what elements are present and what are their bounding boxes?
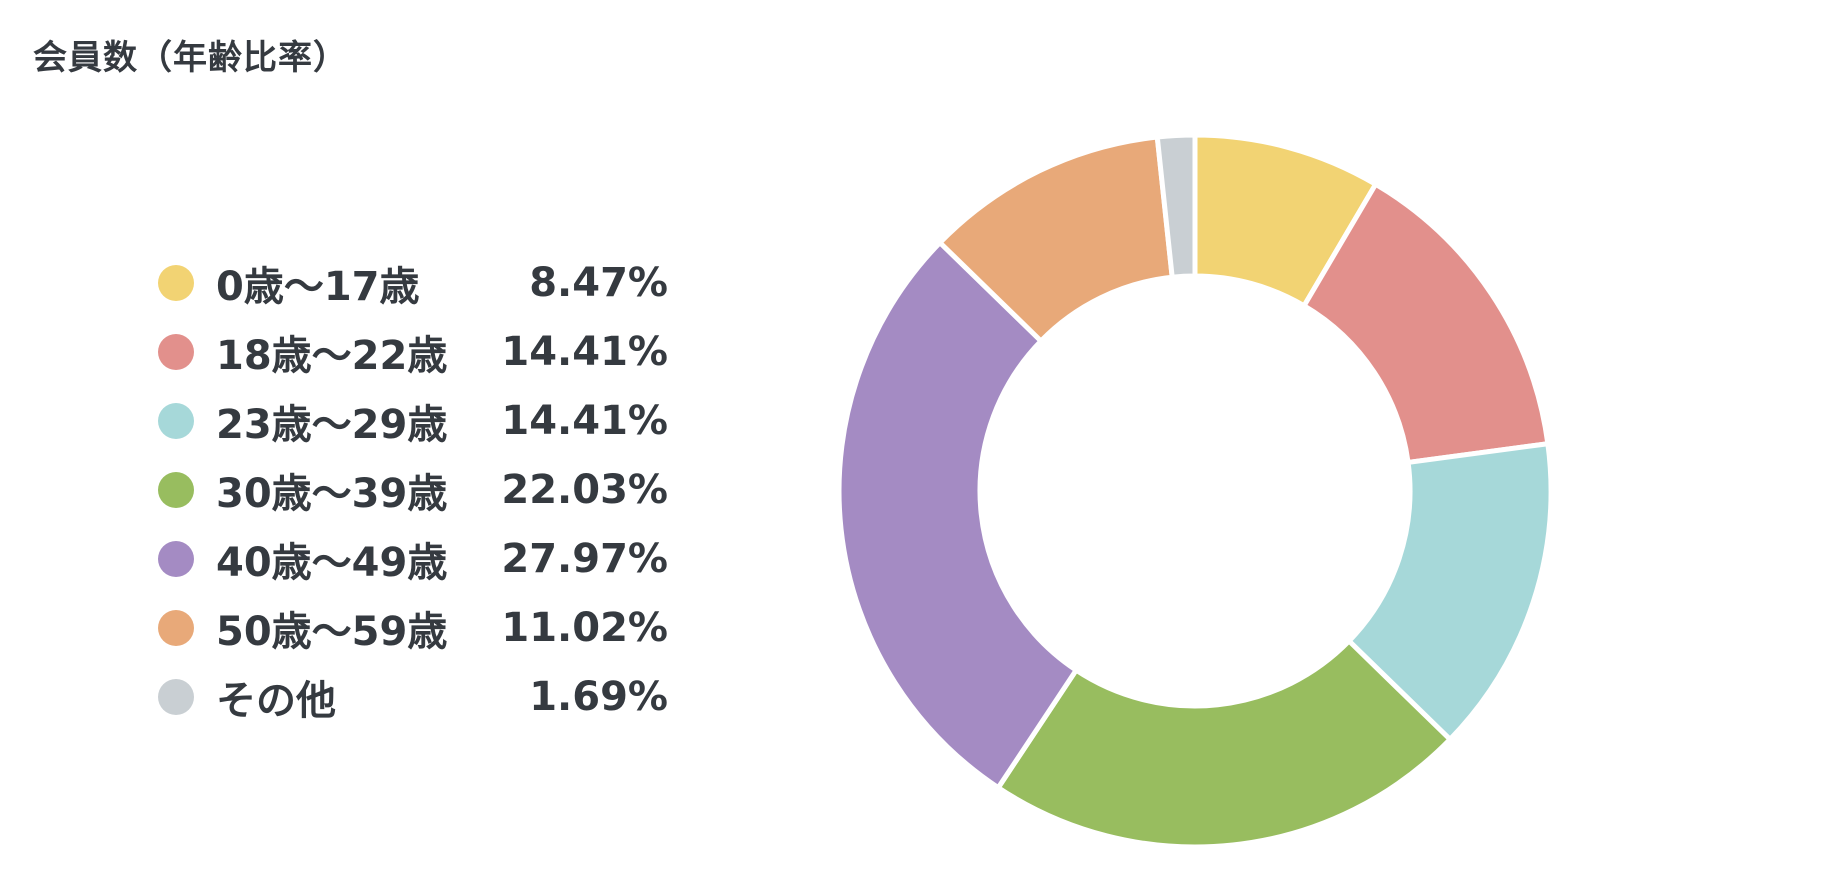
donut-slice (1301, 181, 1551, 465)
legend-value: 8.47% (529, 259, 668, 306)
chart-title: 会員数（年齢比率） (33, 38, 348, 78)
legend-label: 0歳〜17歳 (216, 263, 420, 310)
legend-value: 22.03% (501, 466, 668, 513)
legend-label: その他 (216, 677, 336, 724)
legend-item: 40歳〜49歳 27.97% (158, 524, 668, 593)
legend-item: 30歳〜39歳 22.03% (158, 455, 668, 524)
legend-color-dot (158, 471, 194, 508)
donut-slice (995, 638, 1453, 849)
donut-chart-svg (837, 133, 1553, 849)
legend-color-dot (158, 264, 194, 301)
donut-chart (837, 133, 1553, 849)
legend-color-dot (158, 678, 194, 715)
legend-color-dot (158, 333, 194, 370)
donut-slice (837, 240, 1079, 791)
legend-label: 40歳〜49歳 (216, 539, 448, 586)
legend-value: 1.69% (529, 673, 668, 720)
legend-item: 0歳〜17歳 8.47% (158, 248, 668, 317)
legend-value: 14.41% (501, 397, 668, 444)
legend-item: 23歳〜29歳 14.41% (158, 386, 668, 455)
donut-slice (1346, 441, 1553, 742)
legend-label: 23歳〜29歳 (216, 401, 448, 448)
chart-legend: 0歳〜17歳 8.47% 18歳〜22歳 14.41% 23歳〜29歳 14.4… (158, 248, 668, 731)
legend-item: 50歳〜59歳 11.02% (158, 593, 668, 662)
legend-item: 18歳〜22歳 14.41% (158, 317, 668, 386)
legend-color-dot (158, 540, 194, 577)
legend-label: 30歳〜39歳 (216, 470, 448, 517)
legend-value: 11.02% (501, 604, 668, 651)
legend-label: 18歳〜22歳 (216, 332, 448, 379)
legend-value: 27.97% (501, 535, 668, 582)
legend-value: 14.41% (501, 328, 668, 375)
legend-color-dot (158, 609, 194, 646)
legend-color-dot (158, 402, 194, 439)
donut-slice (1154, 133, 1198, 280)
legend-label: 50歳〜59歳 (216, 608, 448, 655)
legend-item: その他 1.69% (158, 662, 668, 731)
